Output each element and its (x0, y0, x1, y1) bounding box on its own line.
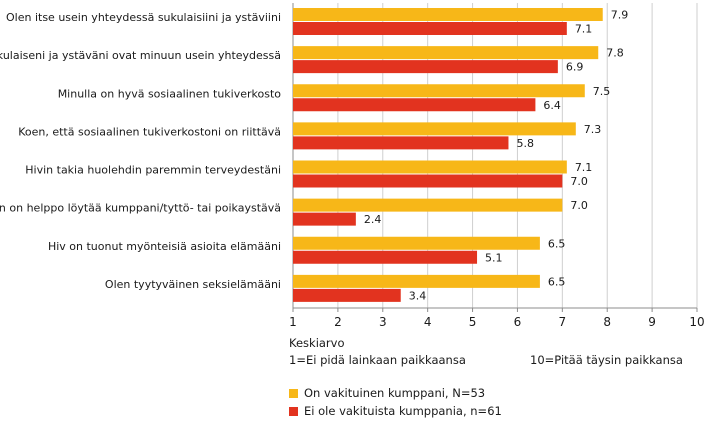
bar-no-partner (293, 22, 567, 35)
data-label: 7.5 (593, 85, 611, 98)
scale-min-note: 1=Ei pidä lainkaan paikkaansa (289, 353, 466, 367)
bar-no-partner (293, 250, 478, 264)
data-label: 2.4 (364, 213, 382, 226)
data-label: 6.5 (548, 237, 566, 250)
data-label: 7.1 (575, 23, 593, 36)
category-label: Hiv on tuonut myönteisiä asioita elämään… (48, 240, 281, 253)
x-tick-label: 1 (289, 315, 297, 329)
bar-partner (293, 160, 567, 174)
x-tick-label: 3 (379, 315, 387, 329)
legend-swatch-red (289, 406, 298, 416)
category-label: Minulla on hyvä sosiaalinen tukiverkosto (58, 87, 282, 100)
bar-chart: 1 2 3 4 5 6 7 8 9 10 Olen itse usein yhteydessä su… (0, 3, 705, 329)
bar-partner (293, 8, 603, 21)
category-label: Koen, että sosiaalinen tukiverkostoni on… (18, 125, 281, 138)
category-label: Olen tyytyväinen seksielämääni (105, 278, 281, 291)
bar-partner (293, 236, 540, 250)
bar-partner (293, 198, 563, 212)
data-label: 6.9 (566, 61, 584, 74)
data-label: 7.9 (611, 9, 629, 22)
x-tick-label: 10 (689, 315, 704, 329)
bar-partner (293, 274, 540, 288)
category-label: Olen itse usein yhteydessä sukulaisiini … (6, 11, 281, 24)
bar-partner (293, 46, 599, 60)
bar-no-partner (293, 60, 558, 74)
scale-max-note: 10=Pitää täysin paikkansa (530, 353, 683, 367)
bar-no-partner (293, 212, 356, 226)
legend-item-partner: On vakituinen kumppani, N=53 (289, 386, 485, 400)
bar-partner (293, 122, 576, 136)
data-label: 3.4 (409, 289, 427, 302)
x-tick-label: 9 (648, 315, 656, 329)
x-tick-label: 4 (424, 315, 432, 329)
x-tick-label: 5 (469, 315, 477, 329)
data-label: 7.1 (575, 161, 593, 174)
bar-no-partner (293, 174, 563, 188)
x-tick-label: 2 (334, 315, 342, 329)
data-label: 7.0 (570, 199, 588, 212)
legend-swatch-yellow (289, 388, 298, 398)
bar-partner (293, 84, 585, 98)
data-label: 7.3 (584, 123, 602, 136)
data-label: 7.8 (606, 47, 624, 60)
bar-no-partner (293, 288, 401, 302)
legend-label-no-partner: Ei ole vakituista kumppania, n=61 (304, 404, 502, 418)
legend-item-no-partner: Ei ole vakituista kumppania, n=61 (289, 404, 502, 418)
x-axis-title: Keskiarvo (289, 336, 345, 350)
data-label: 5.8 (516, 137, 534, 150)
category-label: Minun on helppo löytää kumppani/tyttö- t… (0, 202, 281, 215)
category-label: Hivin takia huolehdin paremmin terveydes… (25, 164, 281, 177)
data-label: 6.4 (543, 99, 561, 112)
data-label: 6.5 (548, 275, 566, 288)
bar-no-partner (293, 98, 536, 112)
data-label: 7.0 (570, 175, 588, 188)
bar-no-partner (293, 136, 509, 150)
x-tick-label: 7 (559, 315, 567, 329)
x-tick-label: 6 (514, 315, 522, 329)
legend-label-partner: On vakituinen kumppani, N=53 (304, 386, 486, 400)
x-tick-label: 8 (603, 315, 611, 329)
category-label: Sukulaiseni ja ystäväni ovat minuun usei… (0, 49, 281, 62)
data-label: 5.1 (485, 251, 503, 264)
